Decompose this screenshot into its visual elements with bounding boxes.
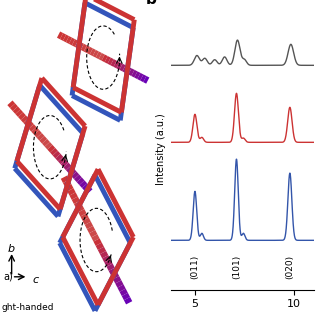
Text: ght-handed: ght-handed [2,303,54,312]
Text: (101): (101) [232,255,241,279]
Text: $c$: $c$ [32,275,40,285]
Text: $b$: $b$ [6,243,15,254]
Text: (011): (011) [190,255,199,279]
Text: a): a) [3,272,13,282]
Y-axis label: Intensity (a.u.): Intensity (a.u.) [156,114,166,186]
Text: b: b [146,0,156,7]
Text: (020): (020) [285,255,294,279]
